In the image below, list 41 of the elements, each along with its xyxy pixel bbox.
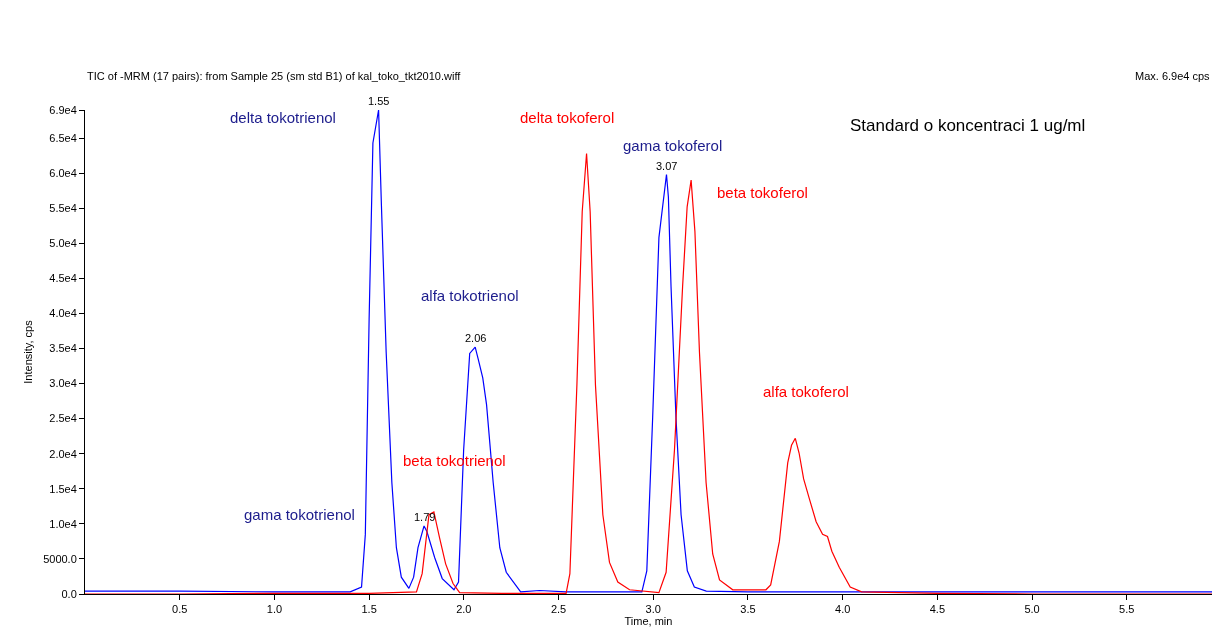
annotation: delta tokoferol: [520, 109, 615, 126]
annotation: gama tokoferol: [623, 137, 723, 154]
x-tick-label: 0.5: [172, 603, 188, 616]
x-tick-label: 3.5: [740, 603, 756, 616]
x-tick-label: 2.5: [550, 603, 567, 616]
y-tick-label: 2.0e4: [49, 447, 77, 460]
chart-title: TIC of -MRM (17 pairs): from Sample 25 (sm std B1) of kal_toko_tkt2010.wiff: [87, 70, 462, 82]
annotation: beta tokoferol: [717, 184, 808, 201]
annotation: delta tokotrienol: [230, 109, 336, 126]
annotation: 2.06: [465, 332, 487, 344]
y-tick-label: 6.0e4: [49, 166, 77, 179]
y-tick-label: 0.0: [61, 587, 77, 600]
y-axis-title: Intensity, cps: [21, 319, 34, 384]
y-tick-label: 5.0e4: [49, 237, 77, 250]
annotation: 3.07: [656, 160, 678, 172]
x-tick-label: 5.5: [1119, 603, 1135, 616]
x-tick-label: 4.0: [835, 603, 851, 616]
y-tick-label: 3.5e4: [49, 342, 77, 355]
y-tick-label: 1.5e4: [49, 482, 77, 495]
y-tick-label: 3.0e4: [49, 377, 77, 390]
annotation: alfa tokotrienol: [421, 287, 519, 304]
x-tick-label: 1.5: [361, 603, 377, 616]
annotation: alfa tokoferol: [763, 383, 849, 400]
y-tick-label: 6.9e4: [49, 103, 77, 116]
y-tick-label: 5000.0: [43, 552, 77, 565]
y-tick-label: 6.5e4: [49, 131, 77, 144]
y-tick-label: 2.5e4: [49, 412, 77, 425]
x-tick-label: 5.0: [1024, 603, 1040, 616]
x-tick-label: 4.5: [929, 603, 945, 616]
annotation: Standard o koncentraci 1 ug/ml: [850, 116, 1086, 135]
x-tick-label: 1.0: [266, 603, 283, 616]
annotation: gama tokotrienol: [244, 506, 355, 523]
y-tick-label: 4.5e4: [49, 272, 77, 285]
chart-subtitle: Max. 6.9e4 cps: [1135, 70, 1211, 82]
x-tick-label: 3.0: [645, 603, 661, 616]
y-tick-label: 5.5e4: [49, 202, 77, 215]
x-axis-title: Time, min: [624, 615, 673, 628]
annotation: 1.55: [368, 95, 390, 107]
y-tick-label: 1.0e4: [49, 517, 77, 530]
x-tick-label: 2.0: [456, 603, 472, 616]
y-tick-label: 4.0e4: [49, 307, 77, 320]
